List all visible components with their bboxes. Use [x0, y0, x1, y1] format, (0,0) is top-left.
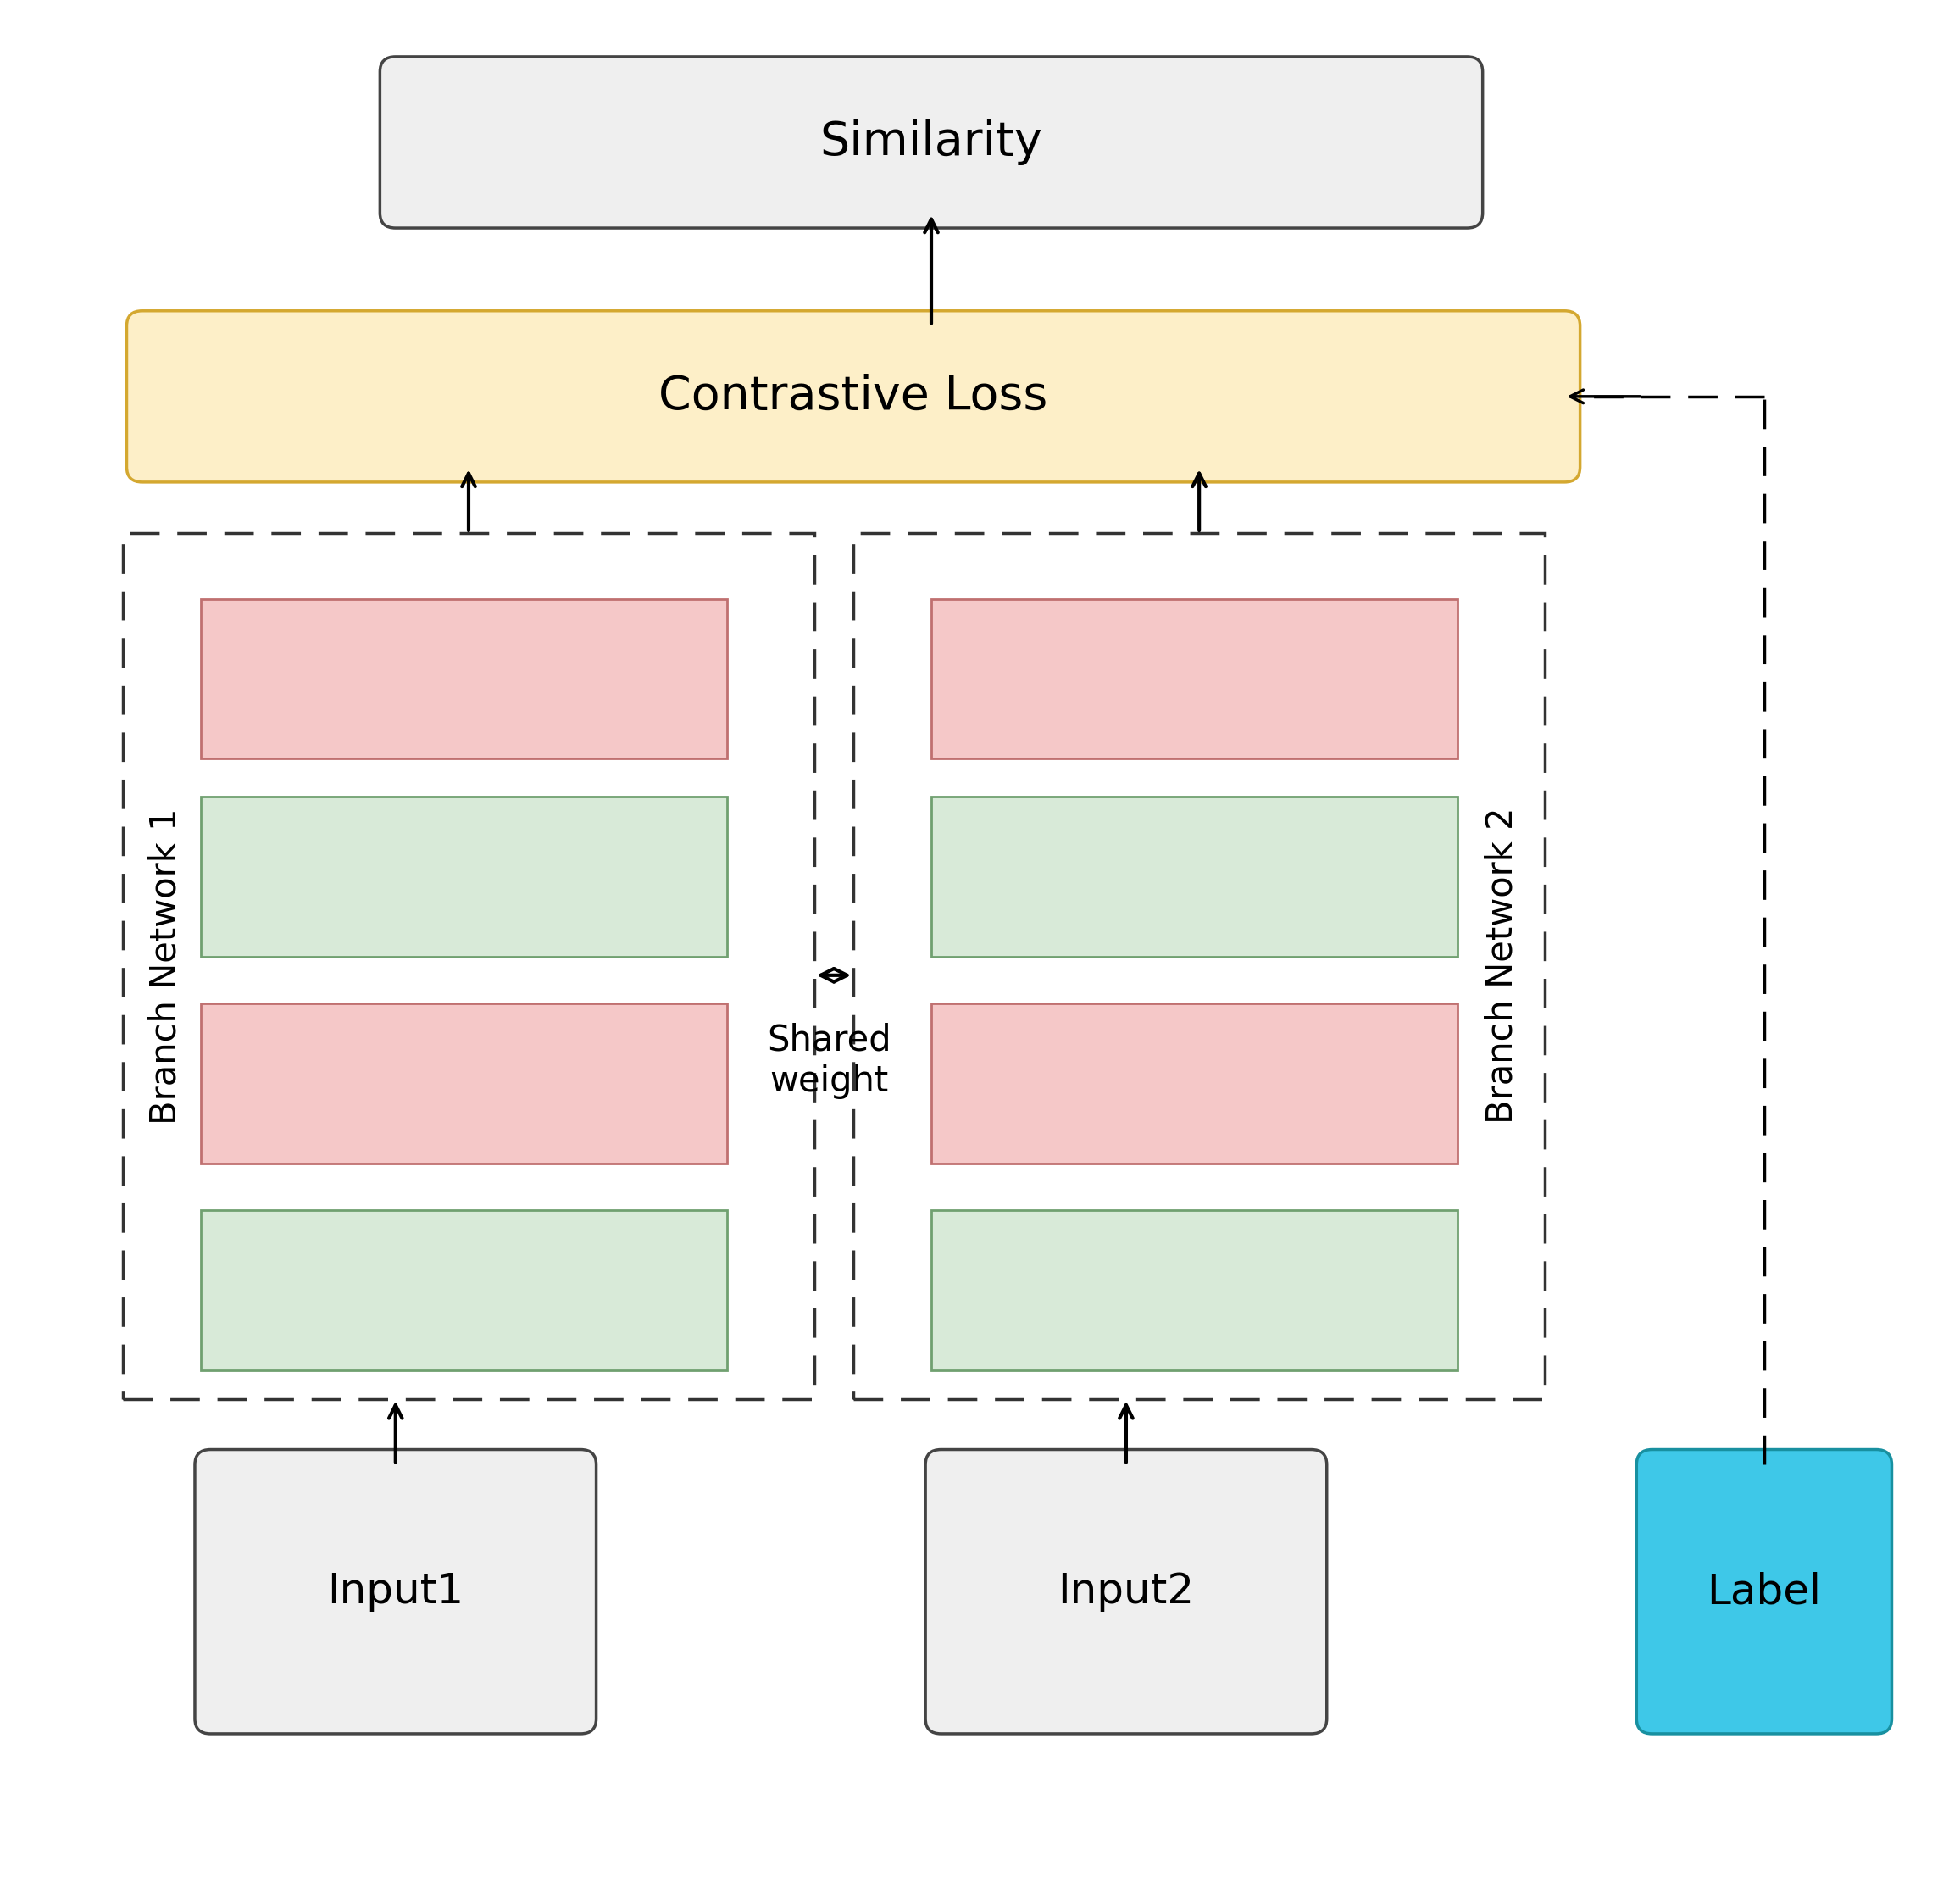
Text: Branch Network 1: Branch Network 1	[147, 807, 184, 1125]
Text: Label: Label	[1707, 1572, 1821, 1612]
FancyBboxPatch shape	[380, 57, 1482, 227]
FancyBboxPatch shape	[127, 311, 1580, 483]
Bar	[200, 1210, 727, 1371]
Text: Contrastive Loss: Contrastive Loss	[659, 373, 1049, 419]
Bar	[200, 599, 727, 759]
Bar	[123, 532, 815, 1400]
Bar	[931, 1004, 1458, 1163]
FancyBboxPatch shape	[194, 1449, 596, 1733]
Text: Input1: Input1	[327, 1572, 465, 1612]
Bar	[931, 795, 1458, 956]
Text: Shared
weight: Shared weight	[766, 1023, 892, 1099]
Bar	[853, 532, 1544, 1400]
Text: Similarity: Similarity	[819, 119, 1043, 165]
Bar	[931, 599, 1458, 759]
FancyBboxPatch shape	[925, 1449, 1327, 1733]
Bar	[200, 795, 727, 956]
Text: Branch Network 2: Branch Network 2	[1484, 807, 1519, 1123]
Text: Input2: Input2	[1058, 1572, 1194, 1612]
Bar	[200, 1004, 727, 1163]
Bar	[931, 1210, 1458, 1371]
FancyBboxPatch shape	[1637, 1449, 1891, 1733]
